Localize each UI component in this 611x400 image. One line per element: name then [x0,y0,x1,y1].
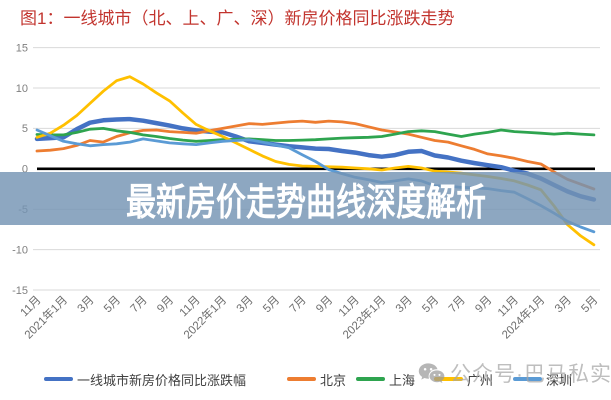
legend-item-4: 深圳 [513,370,572,388]
legend-marker-0 [44,376,73,382]
legend-label-4: 深圳 [546,372,573,388]
legend-label-1: 北京 [320,372,347,388]
x-tick-label: 7月 [447,294,468,315]
legend-label-2: 上海 [389,372,416,388]
y-tick-label: -10 [12,244,28,256]
legend-label-0: 一线城市新房价格同比涨跌幅 [77,372,247,388]
x-tick-label: 9月 [155,294,176,315]
wechat-icon [418,363,445,383]
legend-item-1: 北京 [287,370,346,388]
x-tick-label: 9月 [314,294,335,315]
series-line-2 [35,126,596,143]
y-tick-label: 15 [16,42,28,54]
legend-marker-2 [356,377,385,381]
headline-overlay-text: 最新房价走势曲线深度解析 [125,181,486,223]
headline-overlay-banner: 最新房价走势曲线深度解析 [0,172,611,225]
x-tick-label: 3月 [235,294,256,315]
x-tick-label: 7月 [129,294,150,315]
y-tick-label: 5 [22,123,28,135]
watermark: 公众号·巴马私实 [417,358,611,388]
y-tick-label: 10 [16,83,28,95]
legend-marker-4 [513,377,542,381]
x-tick-label: 7月 [288,294,309,315]
x-tick-label: 5月 [579,294,600,315]
x-tick-label: 9月 [473,294,494,315]
legend-item-2: 上海 [356,370,415,388]
watermark-text: 公众号·巴马私实 [450,363,611,386]
legend-item-0: 一线城市新房价格同比涨跌幅 [44,370,246,388]
x-tick-label: 5月 [420,294,441,315]
figure-title: 图1：一线城市（北、上、广、深）新房价格同比涨跌走势 [20,9,455,28]
x-tick-label: 3月 [394,294,415,315]
legend-marker-3 [434,377,463,381]
x-tick-label: 3月 [553,294,574,315]
x-tick-label: 5月 [102,294,123,315]
legend-label-3: 广州 [467,372,494,388]
y-tick-label: 0 [22,164,28,176]
y-tick-label: -15 [12,285,28,297]
chart-legend: 一线城市新房价格同比涨跌幅 北京 上海 广州 深圳 [0,370,611,390]
legend-marker-1 [287,377,316,381]
legend-item-3: 广州 [434,370,493,388]
x-tick-label: 5月 [261,294,282,315]
x-tick-label: 3月 [76,294,97,315]
series-line-0 [34,116,597,202]
